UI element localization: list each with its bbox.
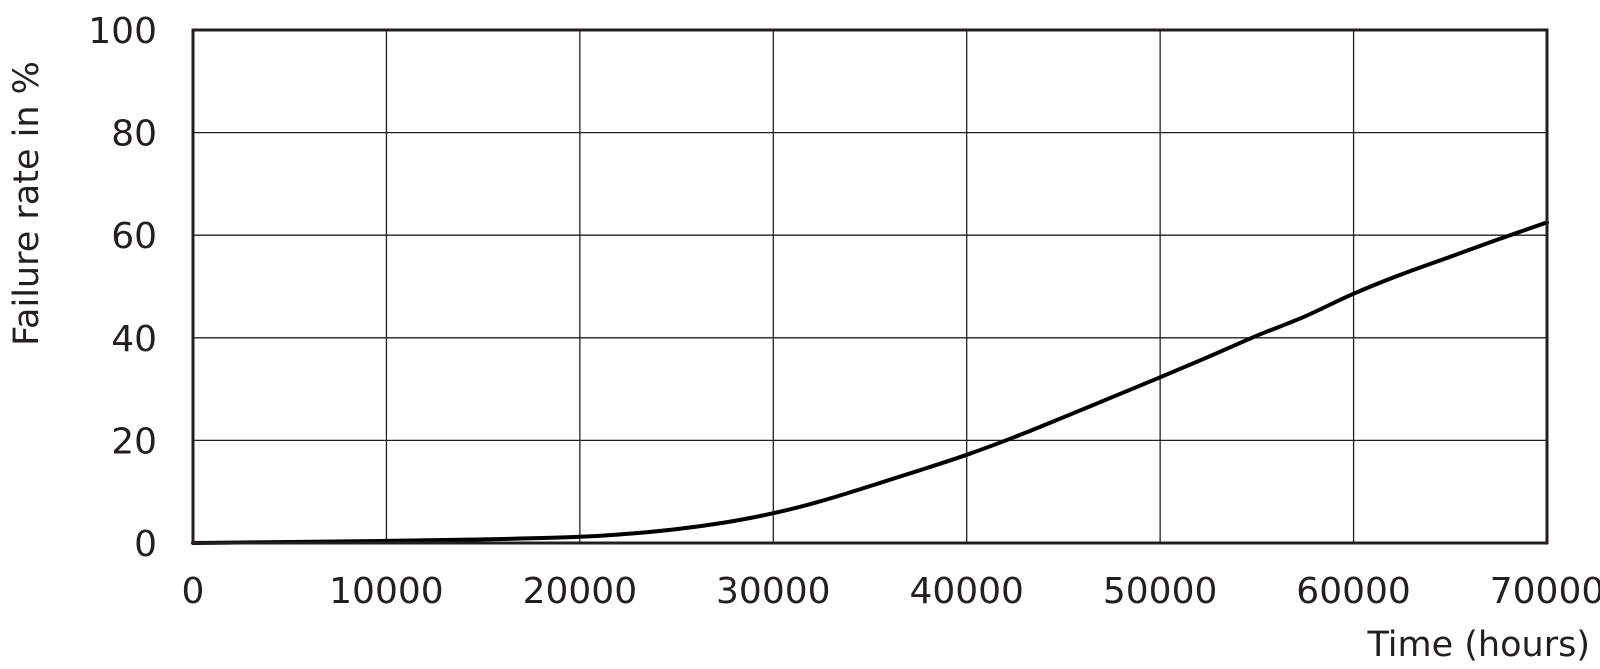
y-axis-title: Failure rate in % [7, 61, 47, 346]
series-line-0 [191, 220, 1549, 545]
x-tick-label: 30000 [716, 571, 831, 612]
series-layer [191, 220, 1549, 545]
y-tick-label: 20 [111, 421, 157, 462]
x-tick-label: 70000 [1490, 571, 1600, 612]
x-tick-label: 0 [182, 571, 205, 612]
y-tick-label: 100 [88, 11, 157, 52]
grid [192, 29, 1548, 544]
x-axis-title: Time (hours) [1367, 625, 1591, 665]
y-tick-label: 60 [111, 216, 157, 257]
plot-frame [191, 28, 1549, 545]
x-tick-label: 50000 [1103, 571, 1218, 612]
x-tick-labels: 0 10000 20000 30000 40000 50000 60000 70000 [182, 571, 1600, 612]
x-tick-label: 40000 [909, 571, 1024, 612]
x-tick-label: 20000 [523, 571, 638, 612]
y-tick-labels: 0 20 40 60 80 100 [88, 11, 157, 565]
y-tick-label: 0 [134, 524, 157, 565]
x-tick-label: 60000 [1296, 571, 1411, 612]
y-tick-label: 80 [111, 114, 157, 155]
x-tick-label: 10000 [329, 571, 444, 612]
y-tick-label: 40 [111, 319, 157, 360]
